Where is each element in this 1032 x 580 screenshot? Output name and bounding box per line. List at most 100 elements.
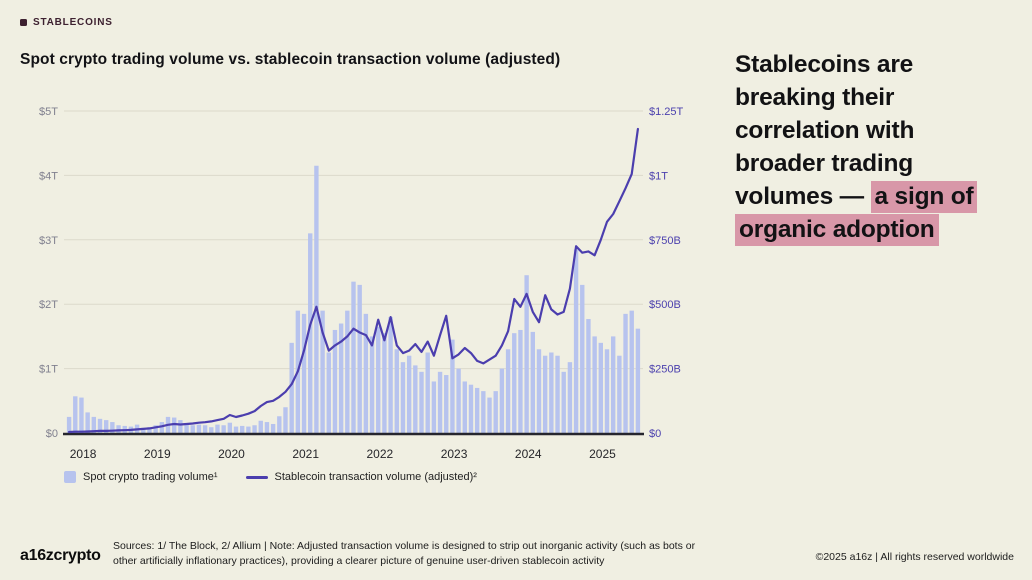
bar bbox=[110, 422, 115, 433]
y-axis-label-left: $3T bbox=[39, 235, 58, 247]
bar bbox=[178, 420, 183, 433]
bar bbox=[549, 352, 554, 433]
bar bbox=[301, 313, 307, 433]
bar bbox=[388, 317, 393, 433]
bar bbox=[277, 416, 282, 433]
y-axis-label-right: $1T bbox=[649, 170, 668, 182]
x-axis-label: 2024 bbox=[515, 447, 542, 461]
headline-plain-text: Stablecoins are breaking their correlati… bbox=[735, 51, 915, 210]
bar bbox=[215, 424, 220, 433]
bar bbox=[270, 423, 276, 433]
bar bbox=[376, 326, 381, 433]
bar bbox=[425, 352, 430, 433]
legend-line-label: Stablecoin transaction volume (adjusted)… bbox=[274, 471, 477, 483]
bar bbox=[419, 371, 424, 433]
stablecoins-badge: STABLECOINS bbox=[20, 17, 113, 28]
badge-label: STABLECOINS bbox=[33, 17, 113, 28]
stablecoin-line bbox=[67, 127, 640, 434]
bar bbox=[184, 423, 189, 433]
bar bbox=[320, 310, 325, 433]
bar bbox=[382, 333, 387, 433]
chart-title: Spot crypto trading volume vs. stablecoi… bbox=[20, 51, 561, 68]
bar bbox=[357, 284, 362, 433]
bar bbox=[159, 422, 165, 433]
bar bbox=[444, 375, 449, 433]
footer: a16zcrypto Sources: 1/ The Block, 2/ All… bbox=[0, 532, 1032, 580]
x-axis-label: 2022 bbox=[367, 447, 394, 461]
bar bbox=[400, 362, 406, 433]
combo-chart: $0 $1T $2T $3T $4T $5T $0 $250B $500B $750B $1T $1.… bbox=[39, 106, 683, 461]
bar bbox=[567, 362, 573, 433]
bar bbox=[345, 310, 350, 433]
bar bbox=[542, 355, 548, 433]
bar bbox=[474, 387, 480, 433]
bar bbox=[209, 427, 214, 433]
bar bbox=[308, 233, 313, 433]
bar bbox=[518, 329, 523, 433]
bar bbox=[629, 310, 634, 433]
bar bbox=[147, 427, 152, 433]
line-swatch-icon bbox=[245, 475, 268, 479]
bar bbox=[363, 313, 369, 433]
y-axis-label-right: $750B bbox=[649, 235, 681, 247]
bar bbox=[91, 416, 97, 433]
bar bbox=[332, 329, 338, 433]
bar bbox=[635, 328, 641, 433]
bar bbox=[450, 339, 455, 433]
bar bbox=[283, 407, 288, 433]
y-axis-label-left: $0 bbox=[46, 428, 58, 440]
bar bbox=[406, 355, 412, 433]
bar bbox=[617, 355, 622, 433]
bar bbox=[252, 425, 257, 433]
x-axis-label: 2020 bbox=[218, 447, 245, 461]
bar bbox=[66, 416, 72, 433]
x-axis-label: 2023 bbox=[441, 447, 468, 461]
sources-note: Sources: 1/ The Block, 2/ Allium | Note:… bbox=[113, 539, 696, 568]
bar bbox=[524, 275, 529, 433]
a16z-crypto-logo: a16zcrypto bbox=[20, 547, 101, 564]
bar bbox=[240, 425, 245, 433]
bar bbox=[431, 381, 437, 433]
bar bbox=[462, 381, 467, 433]
bar bbox=[264, 422, 270, 433]
bar bbox=[481, 391, 486, 433]
bar bbox=[561, 371, 566, 433]
bar bbox=[586, 319, 591, 433]
bar bbox=[246, 426, 251, 433]
bar bbox=[623, 313, 628, 433]
bar bbox=[369, 336, 375, 433]
bar bbox=[85, 412, 90, 433]
bar bbox=[73, 396, 78, 433]
y-axis-label-right: $250B bbox=[649, 364, 681, 376]
bar bbox=[592, 336, 597, 433]
bar bbox=[394, 349, 399, 433]
bar bbox=[512, 333, 517, 433]
bar bbox=[456, 368, 461, 433]
bar bbox=[604, 349, 610, 433]
bar bbox=[258, 420, 263, 433]
badge-square-icon bbox=[20, 19, 27, 26]
bar bbox=[202, 425, 208, 433]
x-axis-label: 2018 bbox=[70, 447, 97, 461]
bar bbox=[413, 365, 418, 433]
headline: Stablecoins are breaking their correlati… bbox=[735, 48, 979, 246]
bar bbox=[437, 371, 443, 433]
bar bbox=[221, 425, 226, 433]
bar bbox=[499, 368, 505, 433]
bar bbox=[190, 425, 195, 433]
bar bbox=[598, 342, 604, 433]
y-axis-label-left: $5T bbox=[39, 106, 58, 118]
bar bbox=[468, 384, 474, 433]
bar bbox=[505, 349, 511, 433]
bar bbox=[555, 355, 560, 433]
x-axis-label: 2025 bbox=[589, 447, 616, 461]
bar bbox=[116, 425, 121, 433]
legend-item-spot-volume: Spot crypto trading volume¹ bbox=[64, 471, 218, 483]
chart-legend: Spot crypto trading volume¹ Stablecoin t… bbox=[64, 471, 477, 483]
bar bbox=[580, 284, 585, 433]
bar bbox=[289, 342, 294, 433]
bar bbox=[493, 391, 498, 433]
y-axis-label-left: $4T bbox=[39, 170, 58, 182]
bar bbox=[530, 331, 535, 433]
bar bbox=[351, 281, 356, 433]
